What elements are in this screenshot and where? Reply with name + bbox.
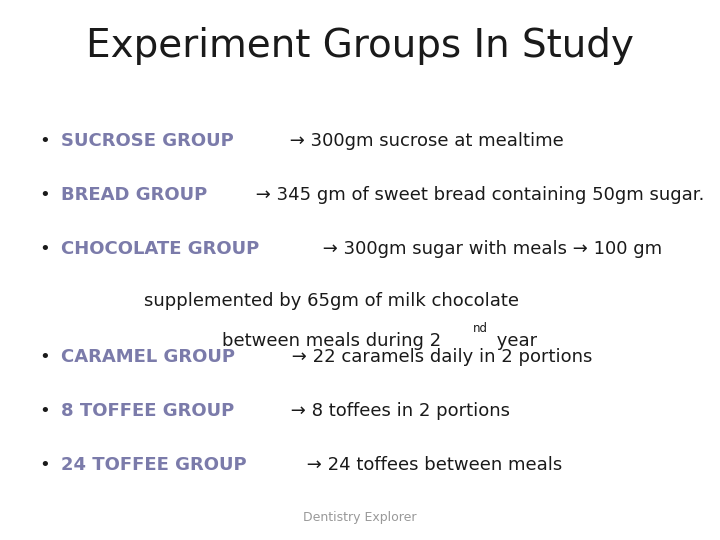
Text: → 24 toffees between meals: → 24 toffees between meals bbox=[301, 456, 562, 474]
Text: SUCROSE GROUP: SUCROSE GROUP bbox=[61, 132, 234, 150]
Text: CHOCOLATE GROUP: CHOCOLATE GROUP bbox=[61, 240, 259, 258]
Text: nd: nd bbox=[472, 322, 487, 335]
Text: → 300gm sucrose at mealtime: → 300gm sucrose at mealtime bbox=[284, 132, 564, 150]
Text: BREAD GROUP: BREAD GROUP bbox=[61, 186, 207, 204]
Text: → 22 caramels daily in 2 portions: → 22 caramels daily in 2 portions bbox=[286, 348, 592, 366]
Text: •: • bbox=[40, 186, 50, 204]
Text: → 300gm sugar with meals → 100 gm: → 300gm sugar with meals → 100 gm bbox=[317, 240, 662, 258]
Text: year: year bbox=[490, 332, 536, 350]
Text: 24 TOFFEE GROUP: 24 TOFFEE GROUP bbox=[61, 456, 247, 474]
Text: CARAMEL GROUP: CARAMEL GROUP bbox=[61, 348, 235, 366]
Text: Dentistry Explorer: Dentistry Explorer bbox=[303, 511, 417, 524]
Text: •: • bbox=[40, 240, 50, 258]
Text: supplemented by 65gm of milk chocolate: supplemented by 65gm of milk chocolate bbox=[144, 292, 518, 309]
Text: Experiment Groups In Study: Experiment Groups In Study bbox=[86, 27, 634, 65]
Text: between meals during 2: between meals during 2 bbox=[222, 332, 441, 350]
Text: •: • bbox=[40, 348, 50, 366]
Text: •: • bbox=[40, 402, 50, 420]
Text: •: • bbox=[40, 132, 50, 150]
Text: 8 TOFFEE GROUP: 8 TOFFEE GROUP bbox=[61, 402, 235, 420]
Text: •: • bbox=[40, 456, 50, 474]
Text: → 345 gm of sweet bread containing 50gm sugar.: → 345 gm of sweet bread containing 50gm … bbox=[250, 186, 704, 204]
Text: → 8 toffees in 2 portions: → 8 toffees in 2 portions bbox=[284, 402, 510, 420]
